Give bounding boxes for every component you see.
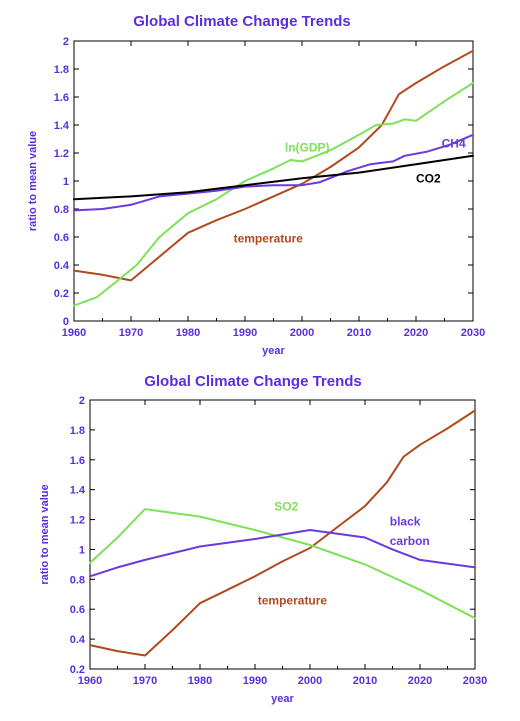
series-line-ch4 (73, 133, 474, 212)
y-tick-label: 0.8 (54, 204, 69, 216)
series-line-so2 (89, 508, 476, 620)
x-tick-label: 1990 (243, 675, 267, 687)
series-line-temperature (89, 409, 476, 657)
x-tick-label: 2020 (408, 675, 432, 687)
series-line-ln-gdp (73, 82, 474, 307)
series-line-co2 (73, 154, 474, 201)
x-axis-label: year (271, 693, 294, 705)
chart-title: Global Climate Change Trends (144, 373, 362, 390)
y-tick-label: 0.2 (54, 288, 69, 300)
y-tick-label: 0.6 (54, 232, 69, 244)
x-tick-label: 2010 (353, 675, 377, 687)
series-label: temperature (234, 232, 304, 246)
x-tick-label: 2030 (463, 675, 487, 687)
series-label: CO2 (416, 171, 441, 185)
y-tick-label: 0.4 (70, 634, 86, 646)
y-axis-label: ratio to mean value (27, 131, 39, 231)
y-tick-label: 2 (63, 36, 69, 48)
chart-2: Global Climate Change Trends 1960 1970 1980… (39, 373, 487, 705)
y-tick-label: 1.2 (70, 515, 85, 527)
chart-1: Global Climate Change Trends 1960 1970 1980… (27, 13, 485, 357)
series-label: ln(GDP) (285, 141, 330, 155)
x-tick-label: 1980 (176, 327, 200, 339)
y-tick-label: 1.6 (70, 455, 85, 467)
y-tick-label: 1 (63, 176, 69, 188)
x-tick-label: 1960 (62, 327, 86, 339)
y-tick-label: 2 (79, 395, 85, 407)
series-line-black-carbon (89, 529, 476, 578)
x-tick-label: 1990 (233, 327, 257, 339)
x-tick-label: 2000 (298, 675, 322, 687)
y-tick-label: 1.4 (70, 485, 86, 497)
x-tick-label: 1980 (188, 675, 212, 687)
y-tick-label: 0.4 (54, 260, 70, 272)
x-axis-label: year (262, 345, 285, 357)
y-tick-label: 0.2 (70, 664, 85, 676)
x-tick-label: 1970 (119, 327, 143, 339)
y-tick-label: 1.6 (54, 92, 69, 104)
x-tick-label: 2030 (461, 327, 485, 339)
series-label: temperature (258, 594, 328, 608)
x-tick-label: 1960 (78, 675, 102, 687)
series-line-temperature (73, 49, 474, 282)
series-label: SO2 (274, 500, 298, 514)
x-tick-label: 2000 (290, 327, 314, 339)
x-tick-label: 1970 (133, 675, 157, 687)
y-tick-label: 1.8 (70, 425, 85, 437)
y-tick-label: 0 (63, 316, 69, 328)
y-tick-label: 0.8 (70, 574, 85, 586)
y-tick-label: 0.6 (70, 604, 85, 616)
series-label: CH4 (442, 136, 466, 150)
y-tick-label: 1.4 (54, 120, 70, 132)
y-axis-label: ratio to mean value (39, 484, 51, 584)
series-label: black (390, 515, 421, 529)
y-tick-label: 1 (79, 544, 85, 556)
x-tick-label: 2010 (347, 327, 371, 339)
y-tick-label: 1.2 (54, 148, 69, 160)
x-tick-label: 2020 (404, 327, 428, 339)
series-label: carbon (390, 534, 430, 548)
chart-title: Global Climate Change Trends (133, 13, 351, 30)
y-tick-label: 1.8 (54, 64, 69, 76)
